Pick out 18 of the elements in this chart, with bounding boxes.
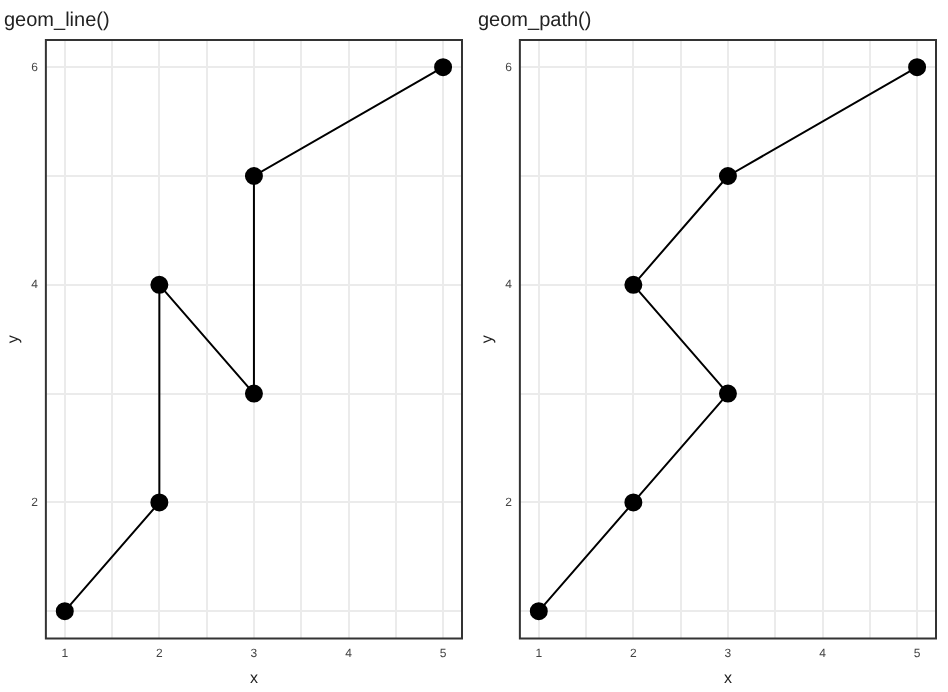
chart-title: geom_path() — [478, 9, 592, 32]
point — [718, 167, 737, 185]
point — [150, 275, 169, 294]
x-axis-title: x — [723, 668, 732, 687]
point — [244, 384, 263, 403]
point — [150, 493, 169, 512]
point — [529, 602, 548, 621]
point — [908, 58, 927, 77]
point — [434, 58, 453, 77]
y-axis-title: y — [4, 335, 23, 344]
point — [244, 167, 263, 185]
x-axis-title: x — [249, 668, 258, 687]
chart-title: geom_line() — [4, 9, 110, 32]
point — [624, 275, 643, 294]
y-axis-title: y — [478, 335, 497, 344]
point — [718, 384, 737, 403]
point — [55, 602, 74, 621]
point — [624, 493, 643, 512]
